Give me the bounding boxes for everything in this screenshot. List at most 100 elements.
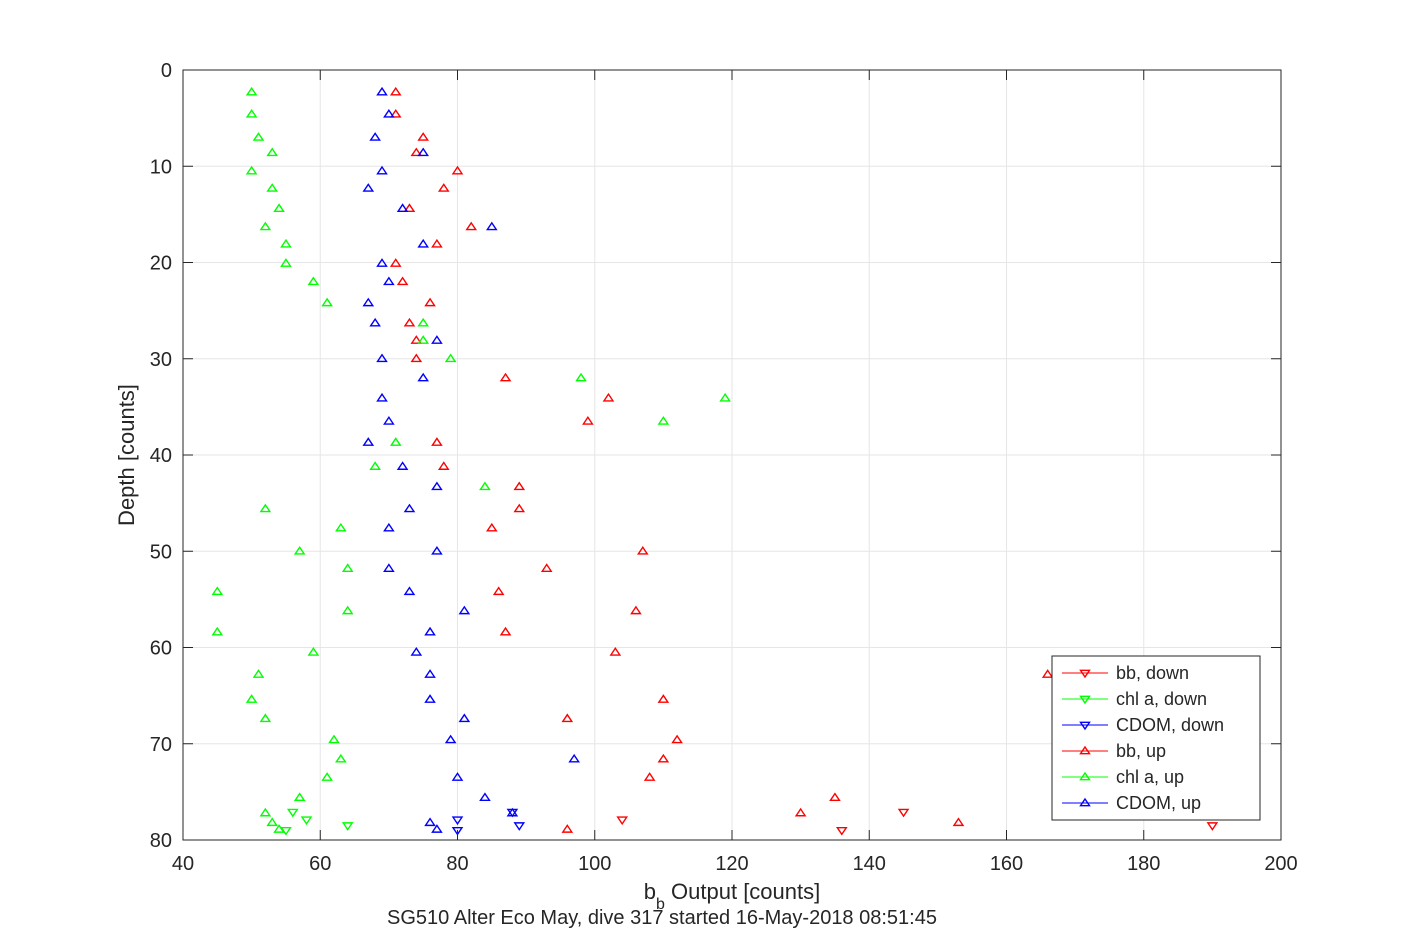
data-point (410, 335, 423, 344)
data-point (431, 481, 443, 491)
series-bb-down (616, 808, 1219, 836)
data-point (424, 626, 436, 636)
y-tick-label: 20 (150, 253, 172, 275)
x-tick-label: 40 (172, 853, 194, 875)
data-point (513, 481, 526, 491)
x-tick-label: 100 (578, 853, 611, 875)
data-point (376, 258, 388, 267)
data-point (362, 297, 375, 307)
legend-label: chl a, down (1116, 689, 1207, 709)
series-chl-a-down (280, 808, 354, 836)
data-point (266, 183, 279, 192)
legend-marker (1079, 797, 1091, 807)
axis-ticks: 40 60 80 100 120 140 160 180 200 0 10 20 30 40 50 60 70 8… (150, 60, 1298, 875)
data-point (211, 626, 224, 636)
data-point (602, 392, 615, 402)
data-point (897, 808, 910, 818)
data-point (458, 713, 471, 723)
data-point (280, 258, 292, 267)
legend-marker (1079, 695, 1091, 705)
data-point (403, 503, 416, 513)
y-tick-label: 30 (150, 349, 172, 371)
data-point (657, 694, 670, 703)
data-point (341, 563, 354, 572)
data-point (499, 372, 512, 382)
data-point (383, 416, 395, 425)
data-point (513, 503, 526, 513)
y-tick-label: 80 (150, 830, 172, 852)
data-point (794, 807, 807, 817)
series-chl-a-up (211, 86, 731, 833)
data-point (335, 753, 347, 763)
data-point (479, 792, 491, 802)
svg-text:bb Output [counts]: bb Output [counts] (644, 879, 820, 913)
data-point (252, 669, 265, 678)
x-tick-label: 60 (309, 853, 331, 875)
x-tick-label: 140 (853, 853, 886, 875)
legend-item: CDOM, up (1062, 793, 1201, 813)
data-point (424, 694, 436, 703)
data-point (643, 772, 656, 781)
x-tick-label: 180 (1127, 853, 1160, 875)
data-point (636, 545, 649, 555)
data-point (280, 238, 292, 248)
data-point (630, 605, 642, 615)
data-point (369, 317, 381, 327)
legend-item: bb, down (1062, 663, 1189, 683)
data-point (829, 792, 841, 802)
data-point (417, 335, 429, 344)
data-point (273, 203, 285, 213)
legend: bb, down chl a, down CDOM, down bb, up chl a… (1051, 655, 1261, 821)
data-point (513, 822, 526, 831)
data-point (376, 165, 388, 175)
data-point (492, 586, 505, 596)
data-point (362, 183, 375, 192)
data-point (389, 258, 402, 267)
data-point (499, 626, 512, 636)
data-markers (211, 86, 1219, 836)
data-point (321, 772, 333, 781)
data-point (307, 276, 320, 286)
data-point (410, 647, 423, 656)
data-point (376, 86, 388, 96)
legend-label: CDOM, down (1116, 715, 1224, 735)
data-point (465, 221, 478, 231)
x-axis-label-main: b (644, 879, 656, 904)
data-point (671, 734, 683, 744)
data-point (582, 416, 594, 425)
data-point (417, 132, 429, 141)
data-point (293, 792, 306, 802)
data-point (389, 437, 402, 446)
data-point (403, 586, 416, 596)
data-point (376, 353, 388, 363)
data-point (431, 238, 443, 248)
data-point (266, 147, 279, 157)
data-point (417, 372, 429, 382)
data-point (259, 713, 272, 723)
data-point (396, 461, 409, 470)
data-point (252, 132, 265, 141)
legend-item: chl a, up (1062, 767, 1184, 787)
data-point (424, 669, 436, 678)
data-point (410, 353, 423, 363)
data-point (293, 545, 306, 555)
data-point (458, 605, 471, 615)
data-point (307, 647, 320, 656)
data-point (266, 817, 279, 827)
data-point (657, 753, 670, 763)
x-axis-label-subscript: b (656, 896, 665, 913)
y-tick-label: 40 (150, 445, 172, 467)
data-point (437, 461, 450, 470)
data-point (410, 147, 423, 157)
legend-label: chl a, up (1116, 767, 1184, 787)
data-point (369, 132, 381, 141)
data-point (369, 461, 381, 470)
data-point (451, 772, 464, 781)
data-point (396, 203, 409, 213)
data-point (437, 183, 450, 192)
data-point (451, 165, 464, 175)
data-point (719, 392, 731, 402)
data-point (568, 753, 580, 763)
data-point (451, 816, 464, 826)
